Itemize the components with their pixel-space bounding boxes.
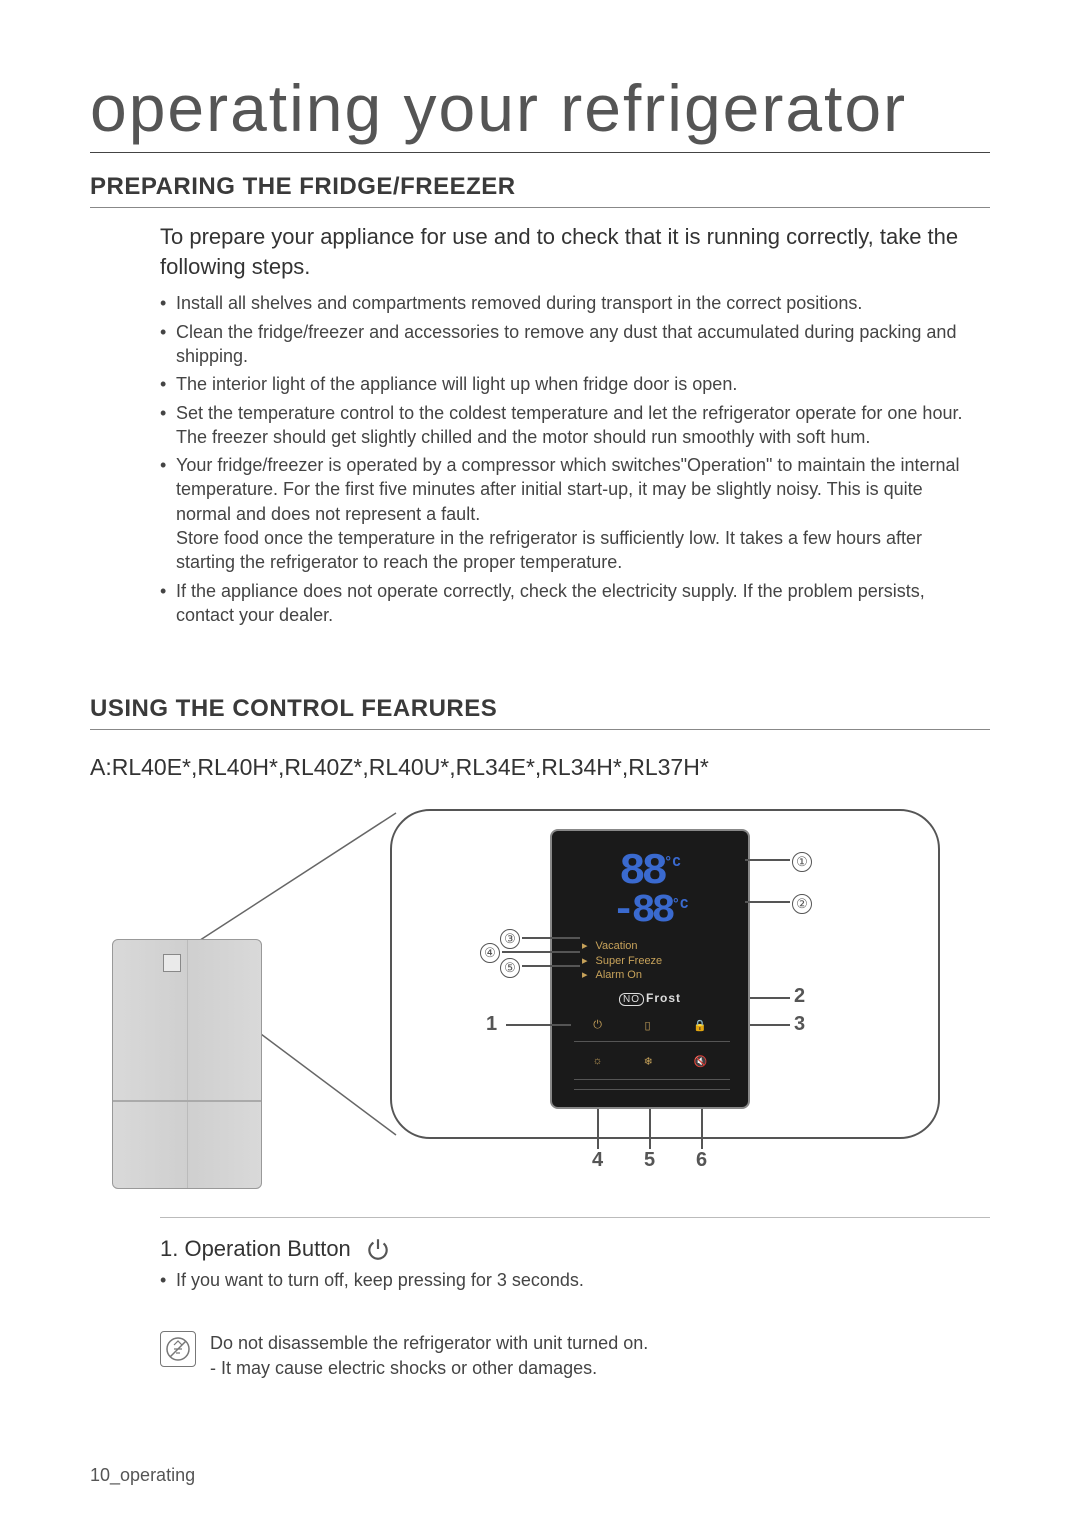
power-icon — [365, 1236, 391, 1262]
status-label: Super Freeze — [596, 954, 663, 968]
status-row: ▸ Vacation — [582, 939, 728, 953]
annotation-circled-3: ③ — [500, 926, 520, 949]
snowflake-icon: ❄ — [644, 1055, 653, 1068]
list-item: Set the temperature control to the colde… — [160, 401, 980, 450]
annotation-line — [745, 901, 790, 903]
annotation-line — [506, 1024, 571, 1026]
nofrost-text: Frost — [646, 991, 681, 1005]
nofrost-prefix: NO — [619, 993, 644, 1006]
annotation-line — [745, 859, 790, 861]
list-item: Clean the fridge/freezer and accessories… — [160, 320, 980, 369]
operation-button-title: 1. Operation Button — [160, 1236, 351, 1262]
annotation-line — [750, 1024, 790, 1026]
status-block: ▸ Vacation ▸ Super Freeze ▸ Alarm On — [582, 939, 728, 982]
fridge-temp-unit: °C — [664, 855, 681, 871]
annotation-bold-3: 3 — [794, 1013, 805, 1036]
button-row-2: ☼ ❄ 🔇 — [572, 1055, 728, 1068]
annotation-circled-5: ⑤ — [500, 955, 520, 978]
status-row: ▸ Super Freeze — [582, 954, 728, 968]
button-divider — [574, 1079, 730, 1080]
list-item: Install all shelves and compartments rem… — [160, 291, 980, 315]
preparing-intro: To prepare your appliance for use and to… — [160, 222, 970, 281]
warning-block: Do not disassemble the refrigerator with… — [160, 1331, 990, 1380]
list-item: Your fridge/freezer is operated by a com… — [160, 453, 980, 574]
page-title: operating your refrigerator — [90, 70, 990, 153]
warning-line2: - It may cause electric shocks or other … — [210, 1356, 648, 1380]
preparing-bullets: Install all shelves and compartments rem… — [160, 291, 980, 627]
status-label: Vacation — [596, 939, 638, 953]
annotation-line — [522, 965, 580, 967]
fridge-icon: ▯ — [644, 1019, 650, 1032]
freezer-temp-value: -88 — [612, 889, 672, 934]
annotation-circled-1: ① — [792, 849, 812, 872]
arrow-icon: ▸ — [582, 968, 588, 982]
section-heading-control: USING THE CONTROL FEARURES — [90, 695, 990, 730]
annotation-line — [701, 1109, 703, 1149]
control-diagram: 88°C -88°C ▸Vacation ▸Super Freeze ▸Alar… — [100, 809, 960, 1199]
freezer-temp-unit: °C — [672, 897, 689, 913]
fridge-illustration — [112, 939, 262, 1189]
do-not-disassemble-icon — [160, 1331, 196, 1367]
vacation-icon: ☼ — [592, 1055, 602, 1068]
list-item: If the appliance does not operate correc… — [160, 579, 980, 628]
warning-text: Do not disassemble the refrigerator with… — [210, 1331, 648, 1380]
button-divider — [574, 1041, 730, 1042]
annotation-line — [502, 951, 580, 953]
annotation-line — [649, 1109, 651, 1149]
control-panel: 88°C -88°C ▸Vacation ▸Super Freeze ▸Alar… — [550, 829, 750, 1109]
model-list: A:RL40E*,RL40H*,RL40Z*,RL40U*,RL34E*,RL3… — [90, 754, 990, 781]
warning-line1: Do not disassemble the refrigerator with… — [210, 1331, 648, 1355]
section-heading-preparing: PREPARING THE FRIDGE/FREEZER — [90, 173, 990, 208]
fridge-door-split — [187, 940, 188, 1188]
annotation-circled-2: ② — [792, 891, 812, 914]
annotation-bold-4: 4 — [592, 1149, 603, 1172]
annotation-line — [522, 937, 580, 939]
freezer-temp-display: -88°C — [552, 889, 748, 934]
power-icon: ⏻ — [593, 1019, 602, 1032]
fridge-compartment-divider — [113, 1100, 261, 1102]
annotation-bold-6: 6 — [696, 1149, 707, 1172]
page-footer: 10_operating — [90, 1465, 195, 1486]
button-divider — [574, 1089, 730, 1090]
alarm-icon: 🔇 — [694, 1055, 708, 1068]
nofrost-label: NOFrost — [552, 991, 748, 1006]
arrow-icon: ▸ — [582, 954, 588, 968]
list-item: The interior light of the appliance will… — [160, 372, 980, 396]
fridge-panel-indicator — [163, 954, 181, 972]
divider — [160, 1217, 990, 1218]
annotation-line — [750, 997, 790, 999]
annotation-line — [597, 1109, 599, 1149]
list-item: If you want to turn off, keep pressing f… — [160, 1270, 990, 1291]
annotation-bold-5: 5 — [644, 1149, 655, 1172]
status-row: ▸ Alarm On — [582, 968, 728, 982]
status-label: Alarm On — [596, 968, 642, 982]
annotation-bold-2: 2 — [794, 985, 805, 1008]
operation-button-heading: 1. Operation Button — [160, 1236, 990, 1262]
annotation-circled-4: ④ — [480, 940, 500, 963]
operation-button-bullets: If you want to turn off, keep pressing f… — [160, 1270, 990, 1291]
lock-icon: 🔒 — [693, 1019, 707, 1032]
button-row-1: ⏻ ▯ 🔒 — [572, 1019, 728, 1032]
arrow-icon: ▸ — [582, 939, 588, 953]
annotation-bold-1: 1 — [486, 1013, 497, 1036]
